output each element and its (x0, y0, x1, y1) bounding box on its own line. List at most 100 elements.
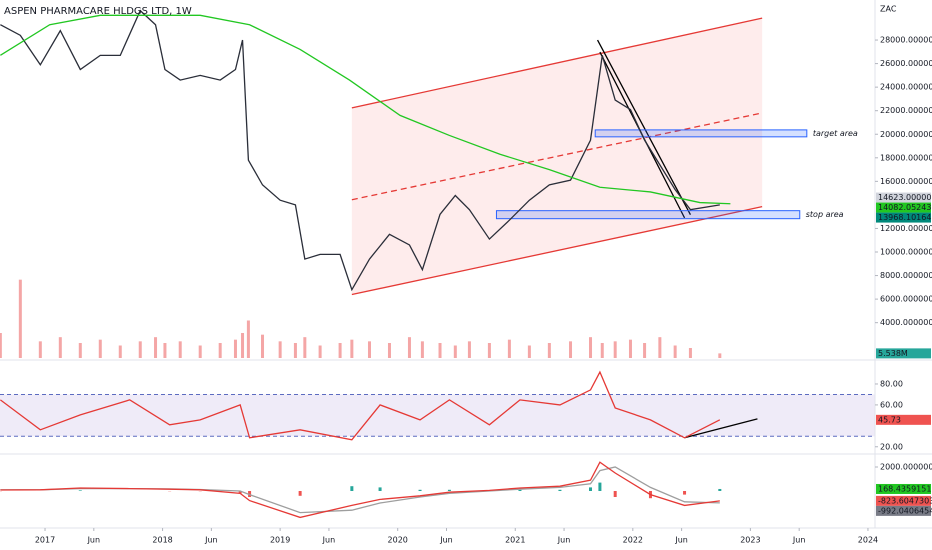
bar (613, 341, 617, 358)
series-line (0, 461, 720, 519)
bar (447, 489, 451, 491)
bar (387, 343, 391, 358)
y-tick-label: 8000.0000000 (880, 271, 932, 280)
bar (453, 345, 457, 358)
price-badge (876, 495, 931, 506)
bar (487, 343, 491, 358)
rsi-band (0, 394, 875, 437)
bar (527, 345, 531, 358)
bar (613, 490, 617, 497)
plot: target area stop area (0, 9, 875, 519)
y-tick-label: 24000.0000000 (880, 83, 932, 92)
chart-title: ASPEN PHARMACARE HLDGS LTD, 1W (4, 6, 192, 17)
bar (518, 489, 522, 491)
bar (163, 343, 167, 358)
trend-line (351, 17, 763, 109)
bar (718, 488, 722, 491)
y-tick-label: 60.00 (880, 400, 903, 409)
bar (688, 348, 692, 358)
channel-fill (351, 18, 763, 295)
bar (0, 333, 2, 358)
bar (278, 341, 282, 358)
bar (600, 343, 604, 358)
y-tick-label: 28000.0000000 (880, 36, 932, 45)
bar (718, 353, 722, 358)
bar (350, 486, 354, 491)
bar (293, 343, 297, 358)
bar (38, 341, 42, 358)
y-tick-label: 6000.0000000 (880, 295, 932, 304)
x-tick-label: Jun (87, 536, 101, 545)
bar (658, 337, 662, 358)
bar (241, 333, 245, 358)
x-tick-label: 2017 (35, 536, 55, 545)
y-tick-label: 26000.0000000 (880, 59, 932, 68)
bar (233, 339, 237, 358)
bar (218, 343, 222, 358)
y-tick-label: 22000.0000000 (880, 106, 932, 115)
x-tick-label: 2024 (858, 536, 878, 545)
x-tick-label: 2022 (623, 536, 643, 545)
y-tick-label: 10000.0000000 (880, 248, 932, 257)
x-tick-label: Jun (674, 536, 688, 545)
bar (303, 337, 307, 358)
bar (98, 339, 102, 358)
price-badge-label: 5.538M (878, 349, 908, 358)
bar (407, 337, 411, 358)
x-tick-label: Jun (557, 536, 571, 545)
bar (378, 487, 382, 491)
trend-line (596, 39, 692, 215)
bar (350, 339, 354, 358)
price-badge-label: 13968.1016451 (878, 213, 932, 222)
bar (418, 489, 422, 491)
bar (138, 341, 142, 358)
bar (318, 345, 322, 358)
y-tick-label: 80.00 (880, 379, 903, 388)
price-badge-label: 14082.0524380 (878, 203, 932, 212)
zone-box (495, 210, 801, 220)
bar (467, 341, 471, 358)
y-tick-label: 20000.0000000 (880, 130, 932, 139)
bar (154, 337, 158, 358)
bar (569, 341, 573, 358)
price-badge-label: -823.6047303 (878, 496, 932, 505)
zone-box (594, 129, 808, 138)
bar (178, 341, 182, 358)
bar (438, 343, 442, 358)
bar (261, 334, 265, 358)
bar (118, 345, 122, 358)
price-badge (876, 202, 931, 213)
price-badge-label: -992.0406454 (878, 506, 932, 515)
price-badge-label: 14623.0000000 (878, 193, 932, 202)
bar (589, 337, 593, 358)
series-line (0, 370, 721, 441)
zone-label: stop area (806, 210, 844, 219)
y-tick-label: 12000.0000000 (880, 224, 932, 233)
price-badge-label: 168.4359151 (878, 484, 931, 493)
y-tick-label: 18000.0000000 (880, 153, 932, 162)
price-badge (876, 212, 931, 223)
y-tick-label: 20.00 (880, 442, 903, 451)
x-tick-label: Jun (322, 536, 336, 545)
x-tick-label: Jun (792, 536, 806, 545)
bar (78, 343, 82, 358)
bar (673, 345, 677, 358)
y-tick-label: 2000.0000000 (880, 462, 932, 471)
y-tick-label: 4000.0000000 (880, 318, 932, 327)
unit-label: ZAC (880, 5, 897, 14)
price-badge (876, 192, 931, 203)
bar (547, 343, 551, 358)
trend-line (351, 206, 763, 296)
x-tick-label: 2021 (505, 536, 525, 545)
trend-line (684, 418, 758, 439)
bar (18, 279, 22, 358)
bar (58, 337, 62, 358)
bar (246, 320, 250, 358)
price-badge (876, 348, 931, 359)
bar (507, 339, 511, 358)
zone-label: target area (813, 129, 858, 138)
x-tick-label: 2023 (740, 536, 760, 545)
price-badge (876, 505, 931, 516)
bar (628, 339, 632, 358)
